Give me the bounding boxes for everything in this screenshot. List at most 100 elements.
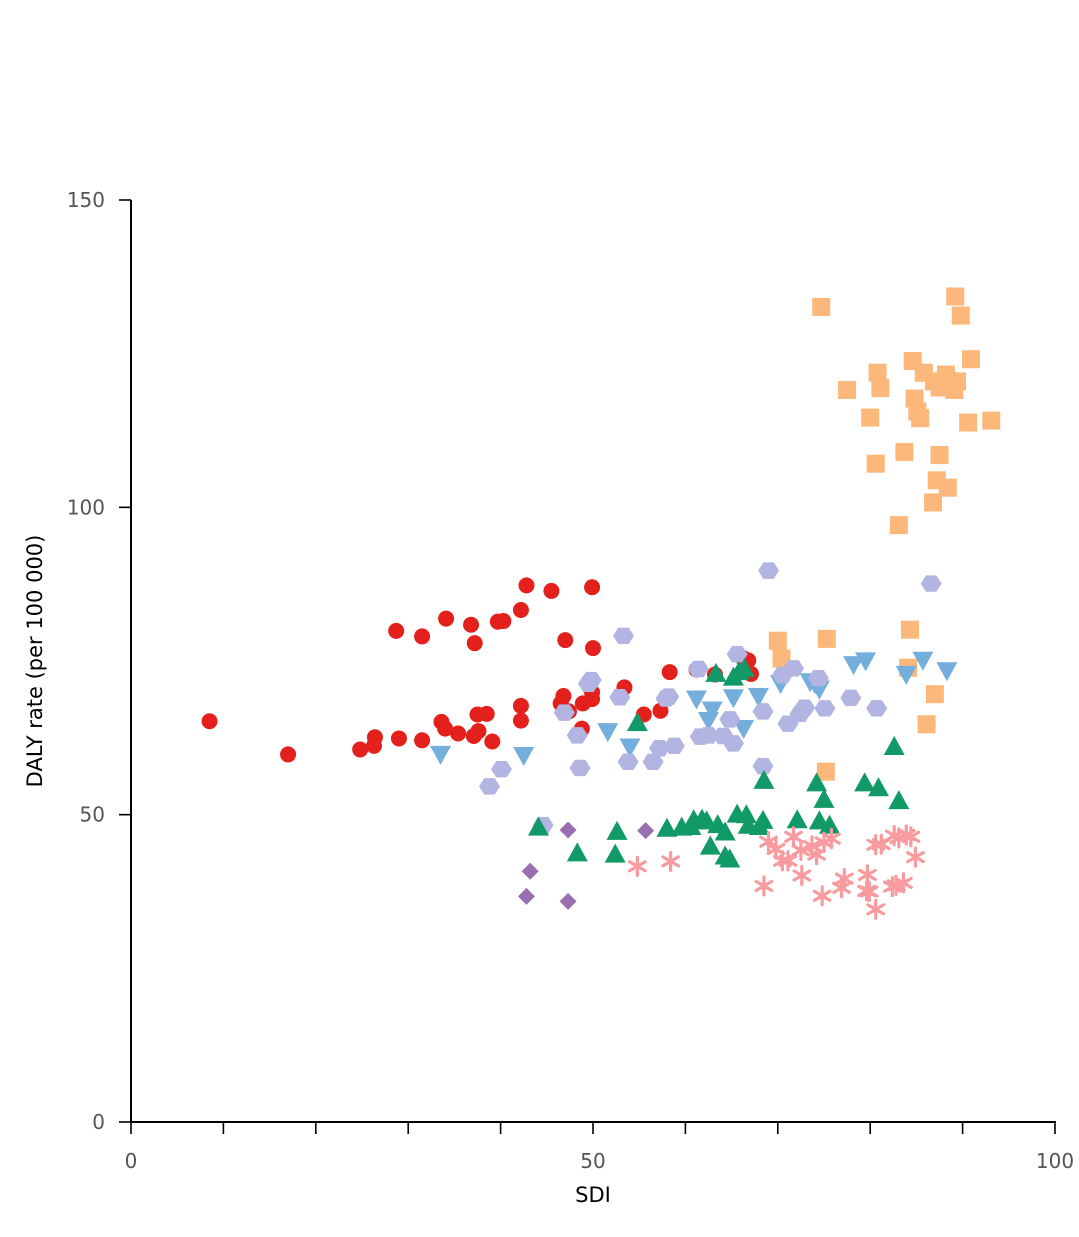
- data-point-triangle-down: [747, 688, 769, 708]
- data-point-circle: [450, 725, 467, 742]
- data-point-circle: [469, 706, 486, 723]
- data-point-circle: [470, 723, 487, 740]
- data-point-hexagon: [658, 688, 680, 705]
- data-point-square: [948, 372, 967, 391]
- data-point-circle: [495, 613, 512, 630]
- data-point-circle: [512, 697, 529, 714]
- data-point-circle: [414, 732, 431, 749]
- data-point-hexagon: [609, 689, 631, 706]
- data-point-hexagon: [807, 669, 829, 687]
- data-point-square: [900, 620, 919, 639]
- data-point-hexagon: [722, 735, 744, 752]
- data-point-triangle-down: [895, 665, 917, 685]
- data-point-hexagon: [663, 737, 685, 755]
- data-point-circle: [584, 579, 601, 596]
- data-point-triangle-up: [719, 848, 741, 868]
- data-point-triangle-down: [597, 723, 619, 743]
- data-point-circle: [661, 664, 678, 681]
- data-point-square: [817, 629, 836, 648]
- data-point-square: [861, 408, 880, 427]
- data-point-asterisk: [627, 855, 647, 877]
- data-point-square: [930, 446, 949, 465]
- data-point-circle: [280, 746, 297, 763]
- data-point-hexagon: [758, 562, 780, 579]
- y-axis-title: DALY rate (per 100 000): [23, 535, 47, 788]
- data-point-circle: [512, 601, 529, 618]
- data-point-hexagon: [866, 700, 888, 717]
- data-point-triangle-up: [527, 816, 549, 836]
- data-point-circle: [557, 632, 574, 649]
- data-point-hexagon: [719, 711, 741, 728]
- data-point-square: [925, 685, 944, 704]
- data-point-square: [812, 297, 831, 316]
- data-point-asterisk: [661, 850, 681, 872]
- data-point-circle: [585, 640, 601, 657]
- data-point-square: [868, 363, 887, 382]
- data-point-square: [768, 631, 787, 650]
- data-point-hexagon: [794, 699, 816, 716]
- data-point-triangle-down: [685, 690, 707, 710]
- data-point-triangle-down: [843, 656, 865, 676]
- data-point-circle: [466, 635, 483, 652]
- data-point-triangle-up: [752, 809, 774, 829]
- data-point-triangle-up: [883, 736, 905, 756]
- data-point-circle: [512, 712, 529, 729]
- data-point-circle: [518, 577, 535, 594]
- data-point-circle: [543, 582, 560, 599]
- data-point-triangle-up: [656, 817, 678, 837]
- axes: [130, 200, 1056, 1123]
- data-point-triangle-up: [566, 842, 588, 862]
- data-point-hexagon: [726, 646, 748, 663]
- data-point-triangle-up: [734, 657, 756, 677]
- data-point-square: [951, 306, 970, 325]
- data-point-circle: [352, 741, 369, 758]
- data-point-square: [938, 478, 957, 497]
- x-axis-title: SDI: [575, 1183, 611, 1207]
- data-point-diamond: [637, 822, 655, 840]
- data-point-triangle-up: [753, 769, 775, 789]
- data-point-hexagon: [569, 759, 591, 777]
- data-point-square: [924, 493, 943, 512]
- data-point-asterisk: [807, 844, 827, 866]
- data-point-square: [946, 287, 965, 306]
- data-point-diamond: [559, 892, 577, 910]
- data-point-triangle-up: [705, 662, 727, 682]
- data-point-square: [838, 380, 857, 399]
- data-point-hexagon: [752, 703, 774, 720]
- data-point-circle: [388, 622, 405, 639]
- data-point-triangle-down: [855, 652, 877, 672]
- data-point-square: [871, 379, 890, 398]
- data-point-square: [911, 409, 930, 428]
- data-point-asterisk: [901, 826, 921, 848]
- data-point-diamond: [517, 887, 535, 905]
- data-point-asterisk: [791, 839, 811, 861]
- data-point-circle: [437, 720, 454, 737]
- data-point-circle: [414, 628, 431, 645]
- x-tick-label: 100: [1036, 1149, 1074, 1173]
- data-point-hexagon: [687, 660, 709, 678]
- data-point-asterisk: [886, 874, 906, 896]
- data-point-asterisk: [759, 831, 778, 853]
- data-point-hexagon: [698, 727, 719, 744]
- data-point-triangle-up: [606, 820, 628, 840]
- data-point-asterisk: [812, 885, 832, 907]
- data-point-hexagon: [580, 671, 602, 689]
- data-point-square: [982, 411, 1001, 430]
- data-point-square: [889, 516, 908, 535]
- data-point-triangle-down: [513, 747, 535, 767]
- data-point-triangle-down: [701, 701, 723, 721]
- data-point-square: [959, 413, 978, 432]
- data-point-circle: [484, 733, 501, 750]
- data-point-triangle-down: [733, 719, 755, 739]
- data-point-square: [895, 443, 914, 462]
- data-point-triangle-down: [619, 738, 641, 758]
- y-tick-label: 0: [92, 1110, 105, 1134]
- data-point-hexagon: [783, 660, 805, 677]
- data-point-asterisk: [834, 867, 854, 890]
- data-point-hexagon: [752, 757, 774, 775]
- data-point-hexagon: [649, 740, 671, 757]
- data-point-diamond: [559, 821, 577, 839]
- data-point-triangle-up: [813, 788, 835, 808]
- data-point-hexagon: [920, 575, 942, 592]
- data-point-triangle-up: [696, 810, 718, 830]
